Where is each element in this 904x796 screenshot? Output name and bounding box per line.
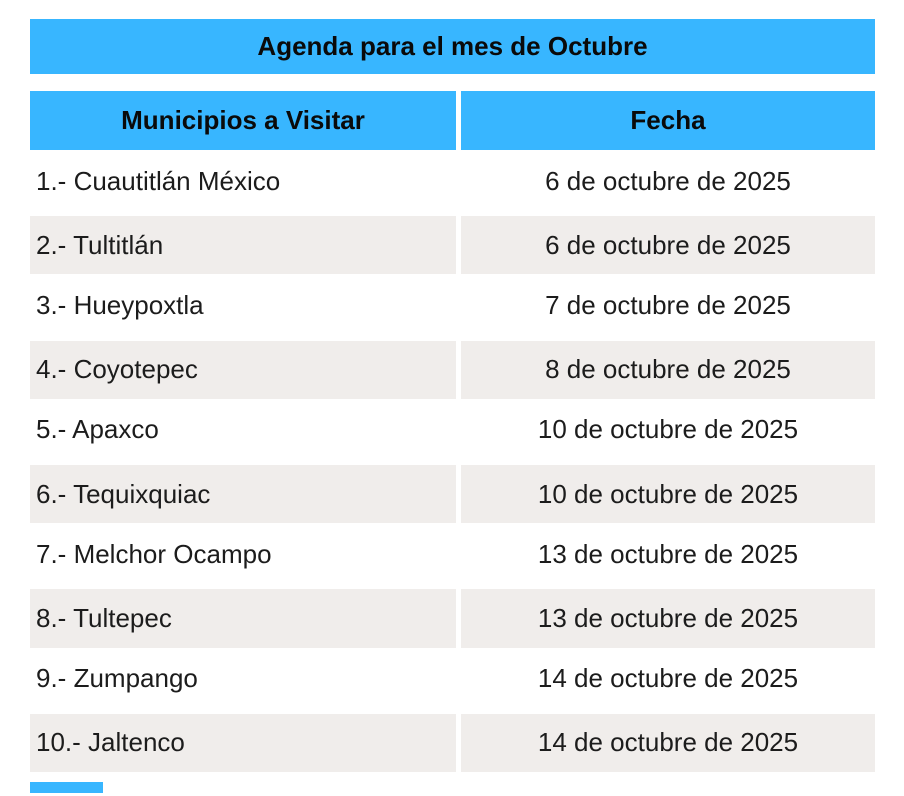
table-row: 1.- Cuautitlán México 6 de octubre de 20… [30,150,875,212]
municipio-cell: 10.- Jaltenco [30,709,456,772]
fecha-cell: 13 de octubre de 2025 [537,538,799,569]
municipio-cell: 6.- Tequixquiac [30,460,456,524]
fecha-cell: 14 de octubre de 2025 [537,663,799,694]
municipio-cell: 1.- Cuautitlán México [36,165,281,196]
fecha-cell: 13 de octubre de 2025 [461,585,875,648]
next-section-partial-bar [30,782,103,793]
table-row: 4.- Coyotepec 8 de octubre de 2025 [30,336,875,399]
fecha-cell: 6 de octubre de 2025 [461,212,875,275]
fecha-cell: 7 de octubre de 2025 [545,289,791,320]
table-header-row: Municipios a Visitar Fecha [30,91,875,150]
municipio-cell: 9.- Zumpango [36,663,198,694]
fecha-cell: 8 de octubre de 2025 [461,336,875,399]
table-row: 6.- Tequixquiac 10 de octubre de 2025 [30,460,875,524]
table-row: 7.- Melchor Ocampo 13 de octubre de 2025 [30,523,875,585]
municipio-cell: 2.- Tultitlán [30,212,456,275]
fecha-cell: 10 de octubre de 2025 [461,460,875,524]
table-title: Agenda para el mes de Octubre [257,31,648,61]
table-row: 9.- Zumpango 14 de octubre de 2025 [30,648,875,710]
municipio-cell: 5.- Apaxco [36,414,159,445]
agenda-table: Agenda para el mes de Octubre Municipios… [30,19,875,772]
column-header-fecha: Fecha [461,91,875,150]
municipio-cell: 4.- Coyotepec [30,336,456,399]
fecha-cell: 6 de octubre de 2025 [545,165,791,196]
municipio-cell: 3.- Hueypoxtla [36,289,204,320]
table-row: 2.- Tultitlán 6 de octubre de 2025 [30,212,875,275]
table-row: 5.- Apaxco 10 de octubre de 2025 [30,399,875,461]
municipio-cell: 7.- Melchor Ocampo [36,538,272,569]
table-title-bar: Agenda para el mes de Octubre [30,19,875,74]
municipio-cell: 8.- Tultepec [30,585,456,648]
table-row: 8.- Tultepec 13 de octubre de 2025 [30,585,875,648]
table-row: 3.- Hueypoxtla 7 de octubre de 2025 [30,274,875,336]
fecha-cell: 14 de octubre de 2025 [461,709,875,772]
table-row: 10.- Jaltenco 14 de octubre de 2025 [30,709,875,772]
column-header-municipios: Municipios a Visitar [30,91,456,150]
fecha-cell: 10 de octubre de 2025 [537,414,799,445]
